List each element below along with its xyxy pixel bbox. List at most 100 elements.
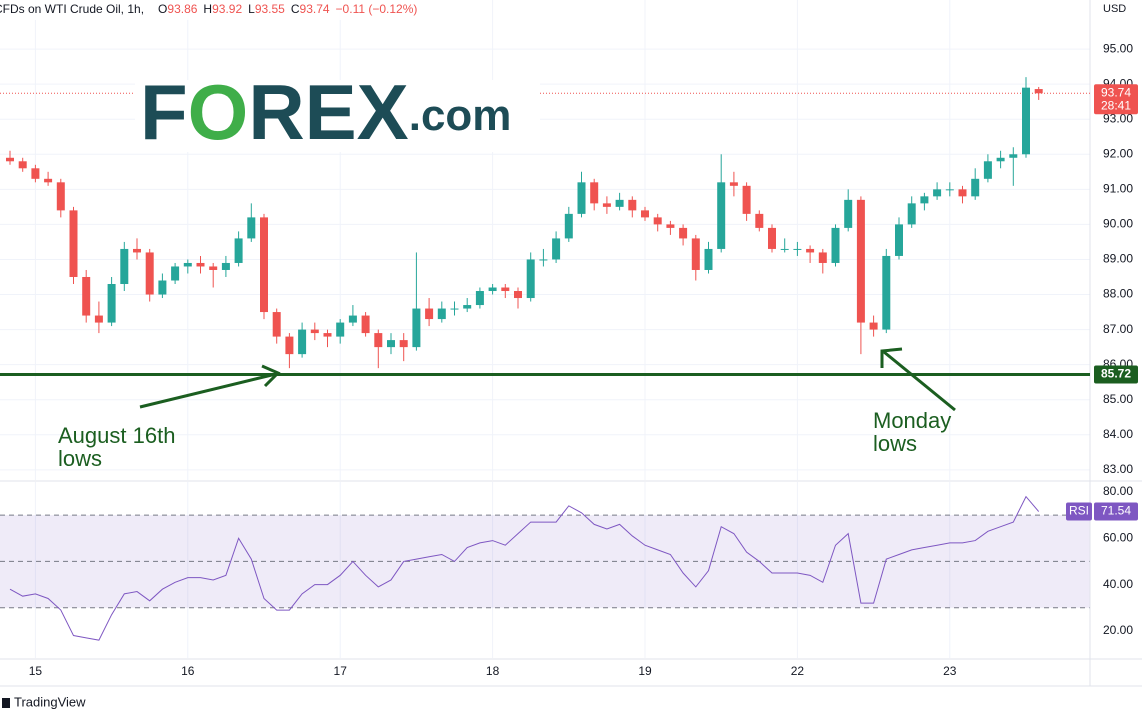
rsi-tick-label: 80.00 <box>1103 484 1133 498</box>
candle-body <box>882 255 891 330</box>
candle-body <box>552 238 561 260</box>
rsi-value: 71.54 <box>1101 504 1131 518</box>
candle-body <box>221 262 230 270</box>
x-tick-label: 22 <box>791 664 805 678</box>
candle-body <box>679 227 688 239</box>
ohlc-value: 93.92 <box>212 2 242 16</box>
candle-body <box>209 266 218 270</box>
candle-body <box>437 308 446 320</box>
candle-body <box>755 213 764 228</box>
candle-body <box>1022 87 1030 155</box>
candle-body <box>641 210 649 218</box>
candle-body <box>717 182 726 249</box>
header-bg <box>0 0 440 20</box>
footer-icon <box>2 698 10 708</box>
currency: USD <box>1103 3 1126 15</box>
y-tick-label: 87.00 <box>1103 322 1133 336</box>
candle-body <box>82 276 91 316</box>
header: CFDs on WTI Crude Oil, 1h, O93.86 H93.92 L9… <box>0 2 417 16</box>
candle-body <box>945 189 954 191</box>
y-tick-label: 91.00 <box>1103 182 1133 196</box>
candle-body <box>412 308 421 348</box>
x-tick-label: 15 <box>29 664 43 678</box>
candle-body <box>856 199 865 323</box>
candle-body <box>514 291 522 299</box>
candle-body <box>895 224 903 256</box>
candle-body <box>298 329 307 355</box>
candle-body <box>336 322 345 337</box>
countdown: 28:41 <box>1101 98 1131 112</box>
rsi-value-bg <box>1094 502 1138 521</box>
candle-body <box>958 189 967 197</box>
rsi-name: RSI <box>1069 504 1089 518</box>
price-label: 93.74 <box>1101 85 1131 99</box>
annotation: August 16th <box>58 423 175 448</box>
rsi-tick-label: 20.00 <box>1103 623 1133 637</box>
candle-body <box>374 333 383 348</box>
candle-body <box>806 248 815 253</box>
candle-body <box>450 308 459 310</box>
candle-body <box>526 259 535 299</box>
candle-body <box>590 182 599 204</box>
logo-part: .com <box>409 91 512 140</box>
change: −0.11 (−0.12%) <box>336 2 418 16</box>
candle-body <box>69 210 78 277</box>
annotation: lows <box>873 431 917 456</box>
candle-body <box>818 252 827 263</box>
candle-body <box>260 217 268 313</box>
candle-body <box>18 161 27 169</box>
x-tick-label: 17 <box>334 664 348 678</box>
candle-body <box>425 308 434 320</box>
y-tick-label: 92.00 <box>1103 146 1133 160</box>
symbol: CFDs on WTI Crude Oil, 1h, <box>0 2 144 16</box>
footer-brand: TradingView <box>14 694 86 709</box>
y-tick-label: 83.00 <box>1103 462 1133 476</box>
arrow-head <box>261 364 281 388</box>
y-tick-label: 88.00 <box>1103 287 1133 301</box>
candle-body <box>742 185 751 214</box>
candle-body <box>44 178 53 183</box>
x-tick-label: 18 <box>486 664 500 678</box>
candle-body <box>56 182 65 211</box>
annotation-arrow <box>139 372 277 409</box>
candle-body <box>768 227 776 249</box>
candle-body <box>1034 89 1043 94</box>
arrow-head <box>880 347 903 368</box>
candle-body <box>501 287 510 292</box>
logo: FOREX.com <box>135 68 540 156</box>
candle-body <box>729 182 738 186</box>
candle-body <box>158 280 167 295</box>
candle-body <box>628 199 637 211</box>
ohlc-label: C <box>291 2 300 16</box>
y-tick-label: 89.00 <box>1103 252 1133 266</box>
ohlc-label: O <box>158 2 167 16</box>
x-tick-label: 23 <box>943 664 957 678</box>
candle-body <box>831 227 840 263</box>
logo-part: F <box>140 68 188 156</box>
candle-body <box>145 252 154 295</box>
logo-part: O <box>188 68 249 156</box>
candle-body <box>285 336 294 355</box>
candle-body <box>666 224 675 228</box>
candle-body <box>399 340 408 348</box>
candle-body <box>387 340 395 348</box>
candle-body <box>653 217 662 225</box>
candle-body <box>983 161 992 179</box>
candle-body <box>247 217 256 239</box>
candle-body <box>793 248 802 250</box>
candle-body <box>234 238 243 263</box>
candle-body <box>183 262 192 267</box>
candle-body <box>615 199 624 207</box>
y-tick-label: 85.00 <box>1103 392 1133 406</box>
candle-body <box>907 203 916 225</box>
candle-body <box>196 262 205 267</box>
y-tick-label: 95.00 <box>1103 41 1133 55</box>
ohlc-value: 93.55 <box>255 2 285 16</box>
x-tick-label: 16 <box>181 664 195 678</box>
candle-body <box>704 248 713 270</box>
candle-body <box>31 168 40 179</box>
logo-text: FOREX.com <box>140 68 511 156</box>
rsi-tick-label: 40.00 <box>1103 577 1133 591</box>
x-tick-label: 19 <box>638 664 652 678</box>
